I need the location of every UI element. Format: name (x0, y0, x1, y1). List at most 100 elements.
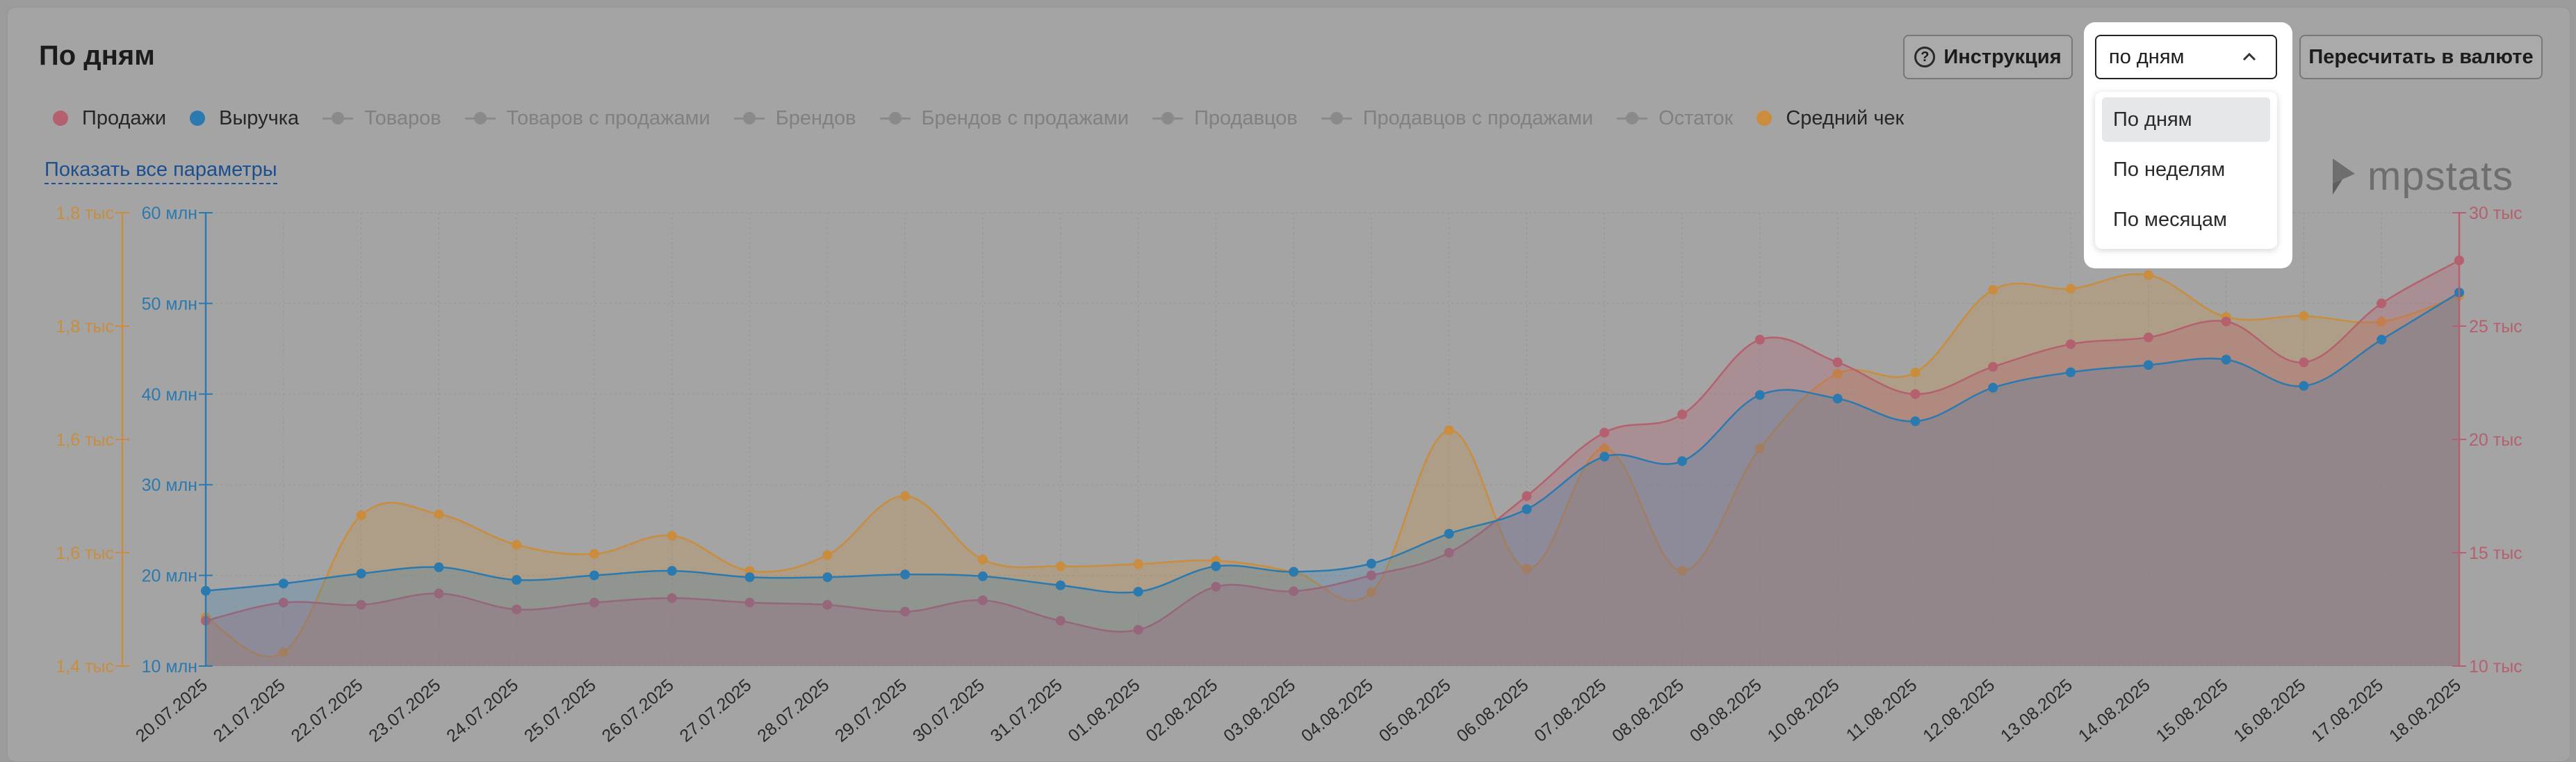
x-tick-label: 18.08.2025 (2386, 675, 2465, 746)
data-point (512, 604, 522, 615)
help-button-label: Инструкция (1943, 45, 2062, 68)
x-tick-label: 28.07.2025 (753, 675, 833, 746)
data-point (1133, 624, 1143, 635)
x-tick-label: 27.07.2025 (676, 675, 756, 746)
data-point (900, 491, 911, 501)
legend-item[interactable]: Средний чек (1756, 107, 1904, 130)
recalc-currency-button[interactable]: Пересчитать в валюте (2299, 35, 2543, 79)
data-point (1677, 410, 1688, 420)
legend-item[interactable]: Продажи (53, 107, 166, 130)
data-point (900, 569, 911, 580)
data-point (1444, 528, 1454, 539)
x-tick-label: 30.07.2025 (909, 675, 988, 746)
data-point (278, 647, 288, 658)
data-point (1055, 615, 1066, 626)
legend-item[interactable]: Продавцов с продажами (1321, 107, 1593, 130)
axis-tick-label: 1,6 тыс (56, 430, 114, 450)
x-tick-label: 22.07.2025 (288, 675, 367, 746)
x-tick-label: 29.07.2025 (831, 675, 911, 746)
data-point (1522, 491, 1532, 501)
axis-avg_check: 1,4 тыс 1,6 тыс 1,6 тыс 1,8 тыс 1,8 тыс (56, 204, 129, 676)
data-point (1444, 425, 1454, 435)
data-point (822, 599, 833, 610)
x-axis-labels: 20.07.202521.07.202522.07.202523.07.2025… (132, 675, 2465, 746)
legend-line-icon (1617, 111, 1648, 126)
data-point (667, 593, 677, 603)
legend-item[interactable]: Брендов с продажами (879, 107, 1129, 130)
data-point (1599, 451, 1610, 462)
legend-label: Товаров (364, 106, 441, 129)
series-area (206, 274, 2459, 666)
legend-label: Продавцов с продажами (1362, 106, 1594, 129)
legend-line-icon (464, 111, 496, 126)
data-point (2221, 316, 2231, 327)
data-point (2299, 381, 2309, 391)
data-point (1366, 587, 1376, 598)
x-tick-label: 14.08.2025 (2075, 675, 2154, 746)
axis-tick-label: 50 млн (142, 294, 197, 314)
data-point (2221, 355, 2231, 365)
data-point (2066, 284, 2076, 294)
x-tick-label: 10.08.2025 (1764, 675, 1843, 746)
show-all-params-link[interactable]: Показать все параметры (44, 159, 277, 184)
data-point (2143, 270, 2153, 280)
axis-tick-label: 10 млн (142, 657, 197, 676)
legend-item[interactable]: Товаров (323, 107, 441, 130)
legend-item[interactable]: Выручка (190, 107, 299, 130)
legend-dot-icon (53, 111, 68, 126)
legend-line-icon (879, 111, 911, 126)
data-point (1832, 357, 1843, 368)
data-point (1754, 444, 1765, 454)
data-point (1211, 561, 1221, 572)
period-option-days[interactable]: По дням (2102, 97, 2270, 142)
data-point (1988, 382, 1998, 393)
x-tick-label: 24.07.2025 (443, 675, 522, 746)
axis-tick-label: 30 тыс (2469, 204, 2522, 223)
data-point (1910, 367, 1921, 378)
data-point (2066, 367, 2076, 378)
data-point (1289, 586, 1299, 597)
data-point (744, 597, 755, 608)
legend-line-icon (323, 111, 354, 126)
data-point (278, 597, 288, 608)
data-point (1832, 394, 1843, 404)
data-point (1366, 558, 1376, 569)
x-tick-label: 11.08.2025 (1843, 675, 1921, 745)
x-tick-label: 06.08.2025 (1453, 675, 1532, 746)
legend-dot-icon (1756, 111, 1772, 126)
period-option-weeks[interactable]: По неделям (2113, 158, 2226, 181)
legend-item[interactable]: Брендов (733, 107, 856, 130)
data-point (822, 572, 833, 583)
data-point (1754, 390, 1765, 400)
legend-label: Выручка (219, 106, 300, 129)
period-select[interactable]: по дням (2095, 35, 2277, 79)
data-point (1677, 456, 1688, 467)
x-tick-label: 05.08.2025 (1376, 675, 1455, 746)
axis-tick-label: 30 млн (142, 476, 197, 495)
x-tick-label: 25.07.2025 (521, 675, 600, 746)
x-tick-label: 17.08.2025 (2308, 675, 2387, 746)
series-line (205, 273, 2460, 658)
data-point (2377, 298, 2387, 309)
legend-item[interactable]: Товаров с продажами (464, 107, 710, 130)
axis-tick-label: 40 млн (142, 385, 197, 405)
legend-item[interactable]: Остаток (1617, 107, 1733, 130)
x-tick-label: 31.07.2025 (987, 675, 1066, 746)
period-option-months[interactable]: По месяцам (2113, 208, 2227, 231)
x-tick-label: 13.08.2025 (1997, 675, 2076, 746)
legend: Продажи Выручка Товаров Товаров с продажами… (53, 104, 1927, 132)
data-point (977, 571, 988, 581)
help-button[interactable]: ? Инструкция (1903, 35, 2073, 79)
data-point (1289, 567, 1299, 577)
data-point (2299, 357, 2309, 368)
data-point (744, 572, 755, 583)
x-tick-label: 15.08.2025 (2153, 675, 2232, 746)
data-point (1754, 334, 1765, 345)
x-tick-label: 12.08.2025 (1919, 675, 1998, 746)
legend-item[interactable]: Продавцов (1152, 107, 1298, 130)
data-point (1522, 563, 1532, 574)
axis-tick-label: 1,8 тыс (56, 204, 114, 223)
chart-grid (205, 212, 2460, 667)
data-point (589, 597, 599, 608)
